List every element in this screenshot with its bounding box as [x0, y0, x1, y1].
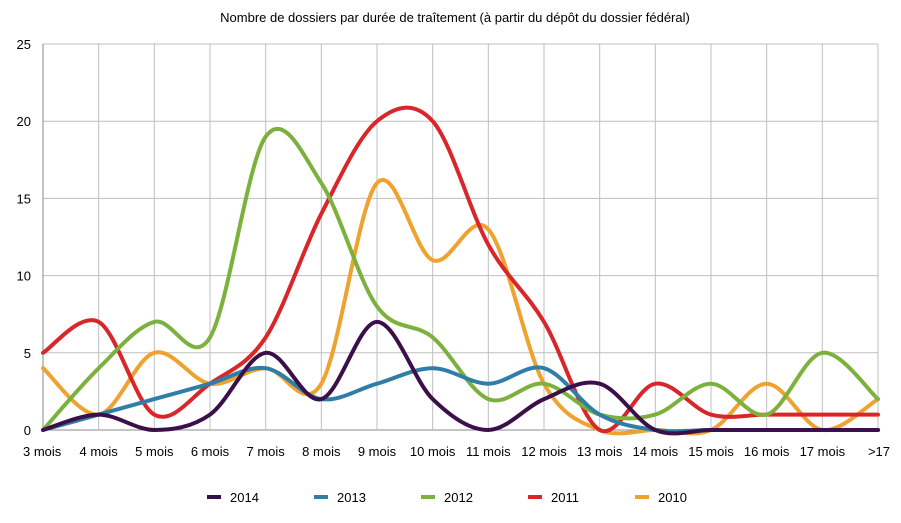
series-lines [41, 105, 880, 436]
x-tick-label: 10 mois [410, 444, 456, 459]
gridlines [42, 43, 879, 431]
y-tick-label: 0 [24, 423, 31, 438]
x-tick-label: 14 mois [633, 444, 679, 459]
x-tick-label: 13 mois [577, 444, 623, 459]
x-tick-label: 9 mois [358, 444, 397, 459]
x-tick-label: 16 mois [744, 444, 790, 459]
series-line-2010 [41, 178, 880, 436]
y-tick-label: 5 [24, 346, 31, 361]
y-tick-label: 15 [17, 191, 31, 206]
x-tick-label: 6 mois [191, 444, 230, 459]
legend: 2014 2013 2012 2011 2010 [207, 490, 687, 505]
x-tick-label: 15 mois [688, 444, 734, 459]
series-line-2014 [41, 319, 880, 436]
series-line-2012 [41, 126, 880, 432]
x-tick-label: 8 mois [302, 444, 341, 459]
chart-title: Nombre de dossiers par durée de traîteme… [220, 10, 690, 25]
x-tick-label: 5 mois [135, 444, 174, 459]
legend-label-2012: 2012 [444, 490, 473, 505]
series-line-2011 [41, 105, 880, 434]
y-tick-label: 10 [17, 269, 31, 284]
y-tick-label: 25 [17, 37, 31, 52]
x-tick-label: 3 mois [23, 444, 62, 459]
legend-label-2013: 2013 [337, 490, 366, 505]
x-tick-label: 11 mois [466, 444, 511, 459]
x-tick-label: 12 mois [521, 444, 567, 459]
legend-label-2010: 2010 [658, 490, 687, 505]
legend-label-2011: 2011 [551, 490, 579, 505]
x-tick-label: 4 mois [80, 444, 119, 459]
x-tick-label: 17 mois [800, 444, 846, 459]
legend-label-2014: 2014 [230, 490, 259, 505]
x-tick-labels: 3 mois 4 mois 5 mois 6 mois 7 mois 8 mois 9 mo… [23, 444, 890, 459]
x-tick-label: >17 [868, 444, 890, 459]
y-tick-label: 20 [17, 114, 31, 129]
x-tick-label: 7 mois [247, 444, 286, 459]
y-tick-labels: 0 5 10 15 20 25 [17, 37, 31, 438]
